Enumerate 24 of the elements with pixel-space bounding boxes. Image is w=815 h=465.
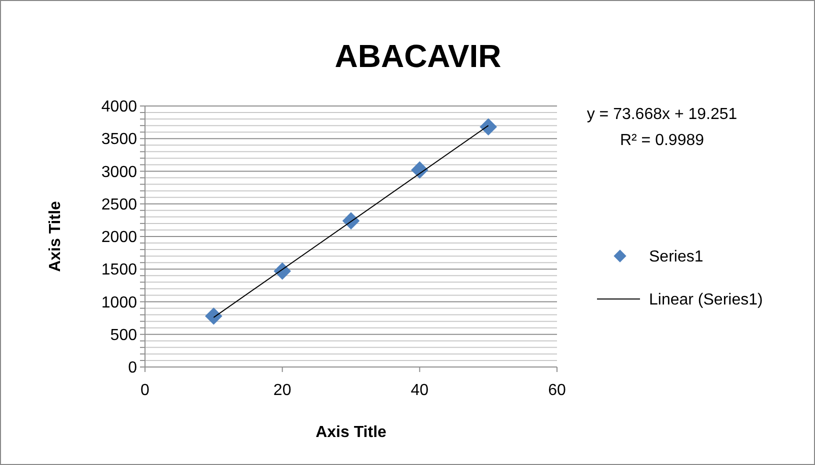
x-tick-label: 60 [548,382,566,399]
y-tick-label: 1500 [101,262,138,279]
y-tick-label: 3000 [101,164,138,181]
text: y = 73.668x + 19.251 [586,106,738,123]
point [480,118,497,136]
y-tick-label: 2500 [101,196,138,214]
chart-title: ABACAVIR [334,38,502,74]
point [205,307,222,325]
x-tick-label: 40 [410,382,429,399]
point [274,262,291,280]
x-axis-title: Axis Title [316,424,387,441]
legend-label: Linear (Series1) [649,292,763,309]
y-axis-title: Axis Title [47,200,64,272]
y-tick-label: 500 [110,326,138,344]
y-tick-label: 0 [128,360,138,377]
point [411,161,428,179]
x-tick-label: 0 [140,382,150,399]
y-tick-label: 2000 [101,229,138,246]
text: R² = 0.9989 [620,132,704,149]
y-tick-label: 1000 [101,294,138,312]
y-tick-label: 4000 [101,98,138,116]
y-tick-label: 3500 [101,131,138,148]
legend-label: Series1 [649,248,704,266]
x-tick-label: 20 [273,382,292,399]
